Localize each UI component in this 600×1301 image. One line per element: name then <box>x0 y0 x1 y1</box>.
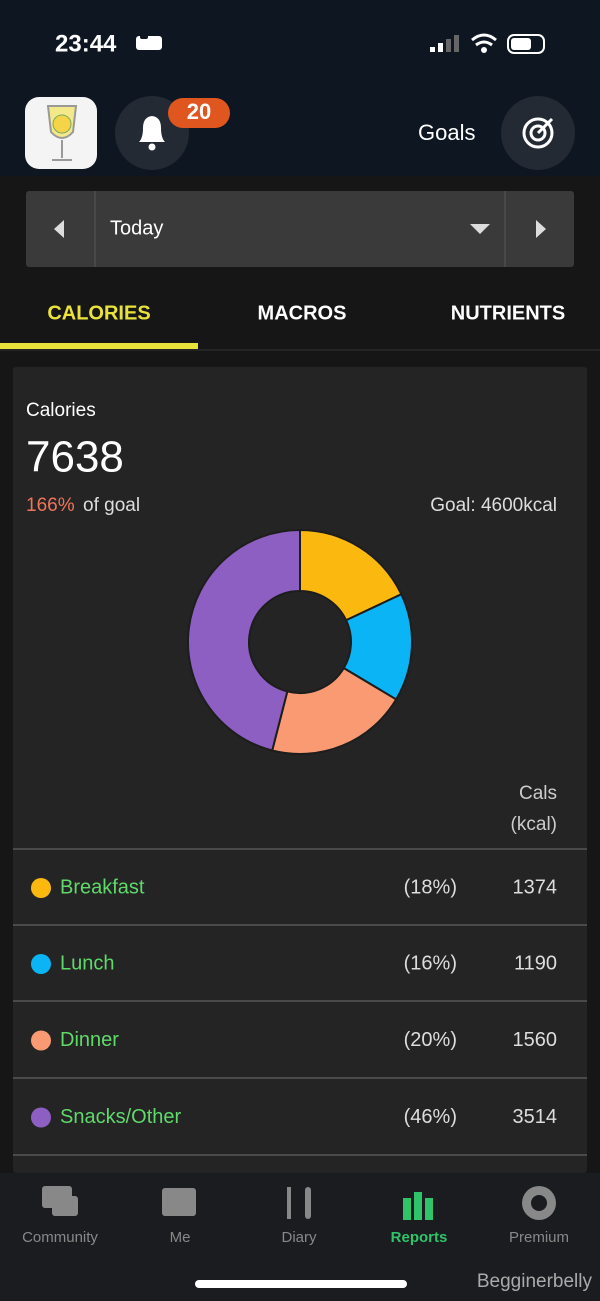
signal-icon <box>430 35 459 52</box>
nav-label[interactable]: Reports <box>391 1229 448 1246</box>
meal-name[interactable]: Dinner <box>60 1029 119 1051</box>
card <box>13 367 587 1173</box>
nav-icon[interactable] <box>287 1187 311 1219</box>
nav-label[interactable]: Community <box>22 1229 98 1246</box>
meal-dot <box>31 1107 51 1128</box>
nav-icon[interactable] <box>42 1186 78 1216</box>
icon-part <box>305 1187 311 1219</box>
column-unit: (kcal) <box>511 814 557 835</box>
goals-link[interactable]: Goals <box>418 120 475 145</box>
icon-part <box>414 1192 422 1220</box>
card-title: Calories <box>26 400 96 421</box>
date-label[interactable]: Today <box>110 217 163 239</box>
nav-icon[interactable] <box>522 1186 556 1220</box>
bell-icon <box>139 116 165 142</box>
meal-percent: (16%) <box>404 952 457 974</box>
battery-level <box>511 38 531 50</box>
meal-calories: 3514 <box>513 1106 558 1128</box>
donut <box>187 528 413 755</box>
home-indicator <box>195 1280 407 1288</box>
meal-rows: Breakfast (18%) 1374 Lunch (16%) 1190 Dinner (2… <box>13 848 587 1156</box>
target-icon <box>522 117 554 149</box>
avatar-face <box>52 114 72 134</box>
nav-label[interactable]: Me <box>170 1229 191 1246</box>
nav-icon[interactable] <box>162 1188 196 1216</box>
watermark: Begginerbelly <box>477 1271 593 1292</box>
tab-indicator <box>0 343 198 349</box>
bell-clapper <box>148 143 156 151</box>
meal-name[interactable]: Breakfast <box>60 876 145 898</box>
wifi-icon <box>471 33 497 47</box>
tab[interactable]: NUTRIENTS <box>451 302 565 324</box>
meal-dot <box>31 954 51 974</box>
donut-segment <box>270 666 398 755</box>
icon-part <box>162 1188 196 1216</box>
meal-dot <box>31 878 51 898</box>
nav-label[interactable]: Premium <box>509 1229 569 1246</box>
meal-percent: (18%) <box>404 876 457 898</box>
meal-dot <box>31 1030 51 1051</box>
date-selector <box>26 191 574 267</box>
wifi-dot <box>481 47 487 53</box>
nav-icon[interactable] <box>403 1192 433 1220</box>
bed-icon <box>136 33 162 50</box>
header-bg <box>0 0 600 176</box>
nav-bar <box>0 1173 600 1301</box>
battery <box>507 34 545 54</box>
date-dropdown[interactable] <box>470 224 490 234</box>
meal-name[interactable]: Lunch <box>60 952 115 974</box>
meal-calories: 1560 <box>513 1029 558 1051</box>
meal-percent: (46%) <box>404 1106 457 1128</box>
icon-part <box>531 1195 547 1211</box>
donut-segment <box>299 528 403 622</box>
icon-part <box>287 1187 291 1219</box>
column-header: Cals <box>519 783 557 804</box>
icon-part <box>52 1196 78 1216</box>
next-day[interactable] <box>536 220 546 238</box>
meal-name[interactable]: Snacks/Other <box>60 1106 182 1128</box>
meal-calories: 1374 <box>513 876 558 898</box>
donut-segment <box>187 528 301 752</box>
prev-day[interactable] <box>54 220 64 238</box>
tab[interactable]: MACROS <box>258 302 347 324</box>
tab[interactable]: CALORIES <box>47 302 150 324</box>
nav-label[interactable]: Diary <box>281 1229 317 1246</box>
icon-part <box>403 1198 411 1220</box>
meal-percent: (20%) <box>404 1029 457 1051</box>
badge <box>168 98 230 128</box>
goal-value: Goal: 4600kcal <box>430 495 557 516</box>
goal-percent: 166% <box>26 495 75 516</box>
goal-suffix: of goal <box>83 495 140 516</box>
icon-part <box>425 1198 433 1220</box>
badge-count: 20 <box>187 99 211 124</box>
meal-calories: 1190 <box>514 952 557 974</box>
status-time: 23:44 <box>55 30 117 57</box>
total-calories: 7638 <box>26 433 124 482</box>
